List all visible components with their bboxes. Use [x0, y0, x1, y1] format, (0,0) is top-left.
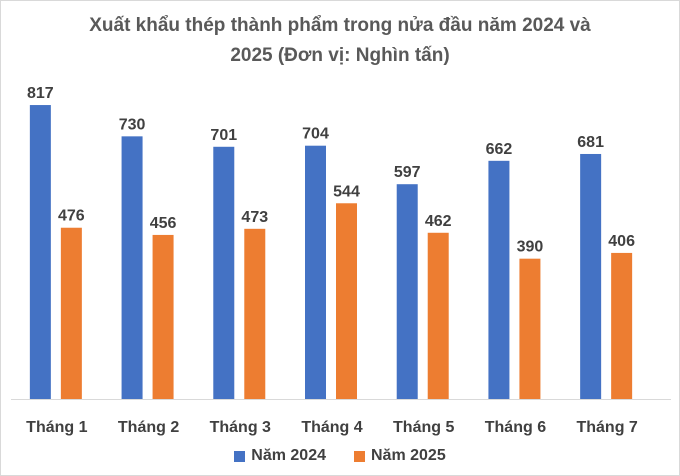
bar-series-2-7 [611, 252, 633, 399]
legend-label-series-2: Năm 2025 [371, 447, 446, 464]
legend-label-series-1: Năm 2024 [251, 447, 326, 464]
data-label-series-1-4: 704 [302, 126, 329, 143]
data-label-series-2-4: 544 [333, 183, 360, 200]
data-label-series-2-6: 390 [517, 239, 544, 256]
legend-item-series-2: Năm 2025 [354, 447, 446, 465]
bar-series-2-4 [336, 203, 357, 399]
bar-series-1-6 [488, 160, 510, 399]
x-tick-label-7: Tháng 7 [576, 419, 637, 436]
bar-series-1-3 [213, 146, 235, 399]
legend-swatch-series-1 [234, 450, 246, 462]
bar-series-2-2 [152, 234, 174, 399]
chart-title: Xuất khẩu thép thành phẩm trong nửa đầu … [41, 11, 639, 71]
data-label-series-2-1: 476 [58, 208, 85, 225]
x-tick-label-4: Tháng 4 [301, 419, 362, 436]
data-label-series-1-7: 681 [577, 134, 604, 151]
x-tick-label-1: Tháng 1 [26, 419, 87, 436]
data-label-series-2-2: 456 [150, 215, 177, 232]
bar-series-2-5 [427, 232, 449, 399]
bar-series-2-6 [519, 258, 541, 399]
data-label-series-2-5: 462 [425, 213, 452, 230]
bar-series-1-2 [121, 136, 143, 399]
bar-series-2-1 [60, 227, 82, 399]
data-label-series-2-3: 473 [241, 209, 268, 226]
x-tick-label-3: Tháng 3 [210, 419, 271, 436]
legend-item-series-1: Năm 2024 [234, 447, 326, 465]
data-label-series-1-1: 817 [27, 85, 54, 102]
bar-series-1-4 [305, 145, 326, 399]
data-label-series-1-5: 597 [394, 164, 421, 181]
data-label-series-1-6: 662 [486, 141, 513, 158]
bar-series-1-5 [396, 184, 418, 399]
data-label-series-2-7: 406 [608, 233, 635, 250]
chart-plot: 817 476 Tháng 1 730 456 Tháng 2 701 473 Tháng 3 7… [11, 85, 671, 436]
chart-legend: Năm 2024 Năm 2025 [1, 447, 679, 465]
chart-title-line-1: Xuất khẩu thép thành phẩm trong nửa đầu … [89, 15, 591, 36]
legend-swatch-series-2 [354, 450, 365, 462]
x-tick-label-2: Tháng 2 [118, 419, 179, 436]
chart-title-line-2: 2025 (Đơn vị: Nghìn tấn) [230, 45, 450, 66]
bar-series-1-7 [580, 153, 602, 399]
x-tick-label-6: Tháng 6 [485, 419, 546, 436]
data-label-series-1-3: 701 [210, 127, 237, 144]
bar-series-2-3 [244, 228, 266, 399]
data-label-series-1-2: 730 [119, 116, 146, 133]
bar-series-1-1 [29, 105, 51, 400]
x-tick-label-5: Tháng 5 [393, 419, 454, 436]
